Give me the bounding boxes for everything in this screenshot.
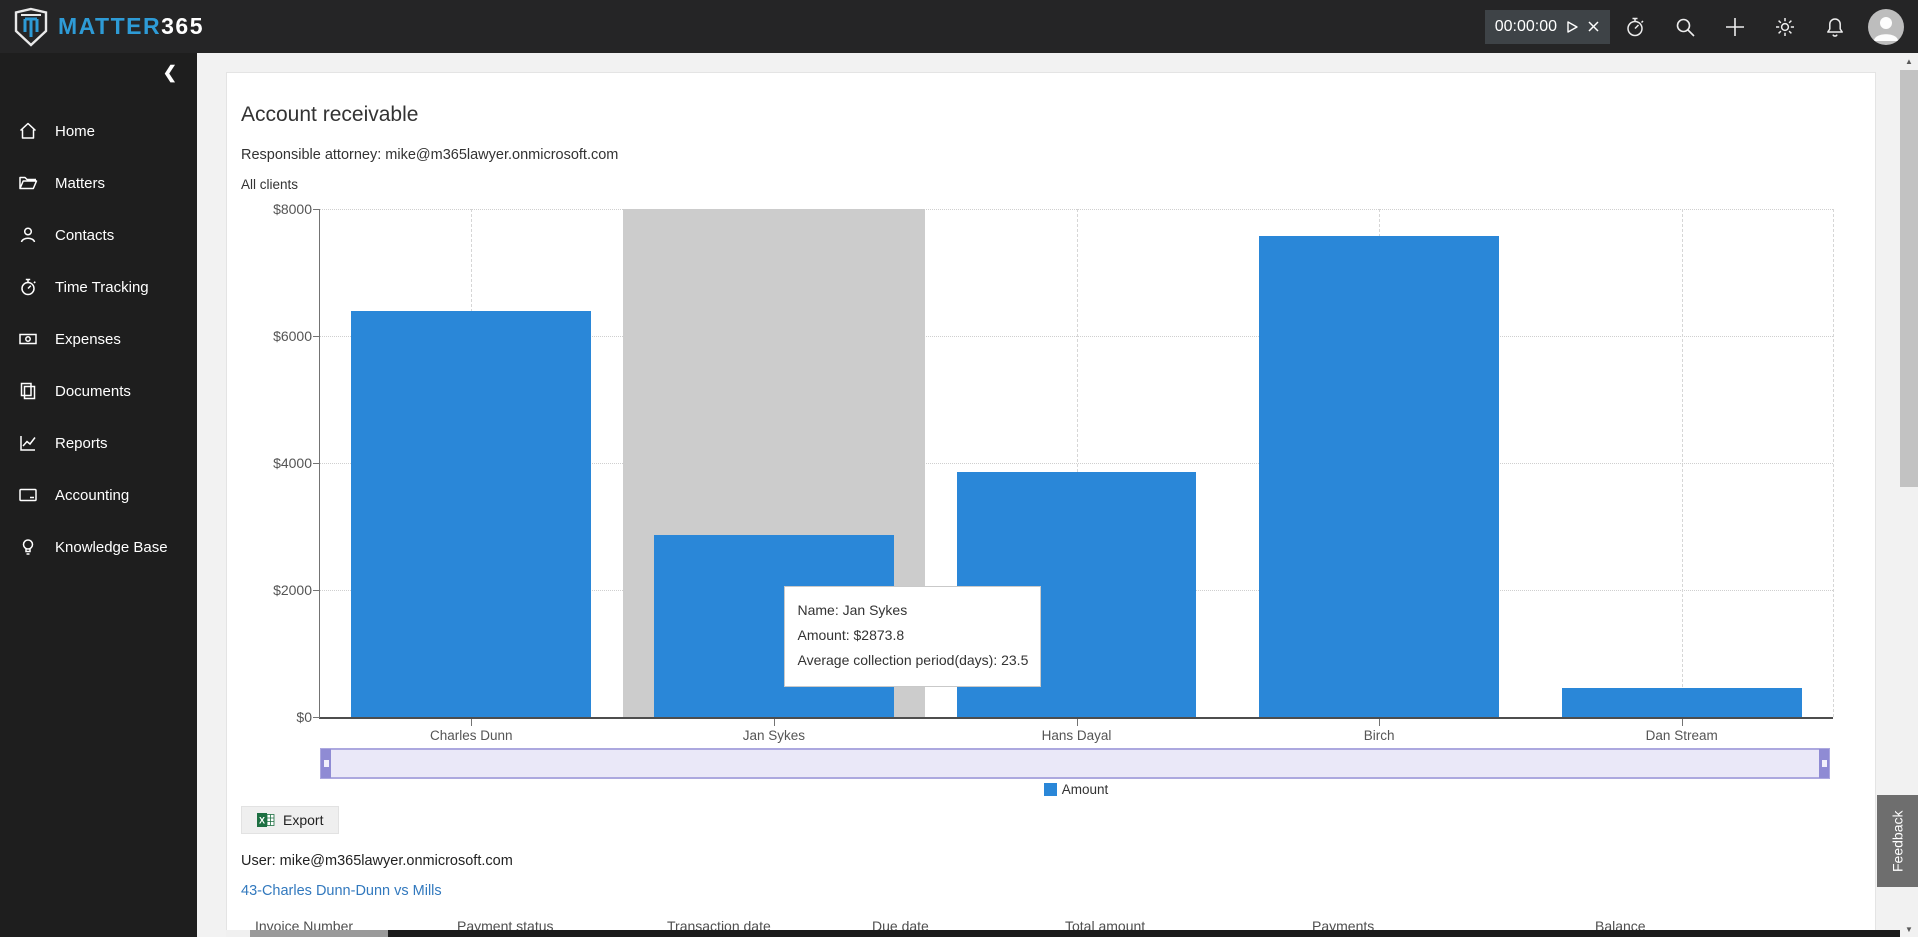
timer-icon bbox=[18, 277, 38, 297]
matter-link[interactable]: 43-Charles Dunn-Dunn vs Mills bbox=[241, 883, 442, 899]
vertical-scrollbar[interactable]: ▲ ▼ bbox=[1900, 53, 1918, 937]
top-bar: MATTER365 00:00:00 bbox=[0, 0, 1918, 53]
add-icon[interactable] bbox=[1710, 0, 1760, 53]
documents-icon bbox=[18, 381, 38, 401]
notifications-bell-icon[interactable] bbox=[1810, 0, 1860, 53]
excel-icon: X bbox=[257, 812, 275, 828]
sidebar-items: Home Matters Contacts Time Tracking Expe… bbox=[0, 105, 197, 573]
folder-icon bbox=[18, 173, 38, 193]
hscroll-track-right bbox=[388, 930, 1918, 937]
gridline-vertical bbox=[1681, 209, 1683, 717]
banknote-icon bbox=[18, 329, 38, 349]
export-button[interactable]: X Export bbox=[241, 806, 340, 834]
user-avatar[interactable] bbox=[1868, 8, 1904, 45]
y-axis-tick bbox=[313, 717, 320, 718]
range-handle-left[interactable] bbox=[321, 749, 331, 778]
export-label: Export bbox=[283, 812, 324, 828]
x-axis-label: Birch bbox=[1363, 728, 1395, 743]
credit-card-icon bbox=[18, 485, 38, 505]
sidebar-item-label: Home bbox=[55, 122, 96, 140]
stopwatch-icon[interactable] bbox=[1610, 0, 1660, 53]
gridline-vertical bbox=[1833, 209, 1834, 717]
sidebar-item-label: Expenses bbox=[55, 330, 121, 348]
x-axis-label: Dan Stream bbox=[1645, 728, 1718, 743]
lightbulb-icon bbox=[18, 537, 38, 557]
x-axis-label: Charles Dunn bbox=[430, 728, 513, 743]
settings-gear-icon[interactable] bbox=[1760, 0, 1810, 53]
vscroll-thumb[interactable] bbox=[1900, 70, 1918, 487]
search-icon[interactable] bbox=[1660, 0, 1710, 53]
chart-plot: $8000 $6000 $4000 $2000 $0 Charles Dunn Jan Sy… bbox=[273, 201, 1834, 743]
x-axis-label: Jan Sykes bbox=[742, 728, 806, 743]
chart-range-selector[interactable] bbox=[320, 748, 1830, 779]
scroll-up-arrow-icon[interactable]: ▲ bbox=[1905, 56, 1913, 66]
x-axis-tick bbox=[1681, 719, 1683, 726]
topbar-actions: 00:00:00 bbox=[1484, 0, 1918, 53]
sidebar-item-label: Knowledge Base bbox=[55, 538, 168, 556]
sidebar-item-expenses[interactable]: Expenses bbox=[0, 313, 197, 365]
chart-icon bbox=[18, 433, 38, 453]
sidebar-item-label: Accounting bbox=[55, 486, 130, 504]
y-axis-tick bbox=[313, 463, 320, 464]
timer-play-icon[interactable] bbox=[1565, 20, 1579, 34]
sidebar-item-label: Reports bbox=[55, 434, 108, 452]
report-card: Account receivable Responsible attorney:… bbox=[226, 72, 1876, 937]
x-axis-tick bbox=[1076, 719, 1078, 726]
chart-tooltip: Name: Jan Sykes Amount: $2873.8 Average co… bbox=[784, 586, 1042, 688]
y-axis-tick bbox=[313, 590, 320, 591]
person-icon bbox=[18, 225, 38, 245]
y-axis-label: $8000 bbox=[273, 201, 312, 217]
app-logo[interactable]: MATTER365 bbox=[0, 7, 204, 47]
chart-bar[interactable] bbox=[1561, 687, 1802, 717]
sidebar-item-contacts[interactable]: Contacts bbox=[0, 209, 197, 261]
clients-filter-label: All clients bbox=[241, 177, 299, 192]
chart-bar[interactable] bbox=[1259, 236, 1499, 717]
sidebar-item-matters[interactable]: Matters bbox=[0, 157, 197, 209]
chart-legend[interactable]: Amount bbox=[319, 782, 1833, 797]
gridline-vertical bbox=[1076, 209, 1078, 717]
sidebar-item-knowledge-base[interactable]: Knowledge Base bbox=[0, 521, 197, 573]
hscroll-thumb[interactable] bbox=[250, 930, 388, 937]
sidebar-item-reports[interactable]: Reports bbox=[0, 417, 197, 469]
sidebar-item-time-tracking[interactable]: Time Tracking bbox=[0, 261, 197, 313]
y-axis-label: $2000 bbox=[273, 582, 312, 598]
sidebar-item-accounting[interactable]: Accounting bbox=[0, 469, 197, 521]
x-axis-tick bbox=[1379, 719, 1381, 726]
x-axis-tick bbox=[471, 719, 473, 726]
feedback-button[interactable]: Feedback bbox=[1877, 795, 1918, 887]
sidebar-item-label: Documents bbox=[55, 382, 131, 400]
chart-bar[interactable] bbox=[351, 310, 592, 717]
horizontal-scrollbar[interactable] bbox=[226, 930, 1918, 937]
sidebar-item-home[interactable]: Home bbox=[0, 105, 197, 157]
scroll-down-arrow-icon[interactable]: ▼ bbox=[1905, 924, 1913, 934]
timer-close-icon[interactable] bbox=[1587, 20, 1600, 33]
svg-text:X: X bbox=[259, 816, 265, 826]
y-axis-label: $6000 bbox=[273, 328, 312, 344]
sidebar-collapse-chevron-icon[interactable]: ❮ bbox=[162, 63, 177, 82]
sidebar-item-label: Matters bbox=[55, 174, 106, 192]
main-content: Account receivable Responsible attorney:… bbox=[197, 53, 1918, 937]
y-axis-tick bbox=[313, 209, 320, 210]
user-line: User: mike@m365lawyer.onmicrosoft.com bbox=[241, 853, 513, 869]
x-axis-tick bbox=[773, 719, 775, 726]
timer-value: 00:00:00 bbox=[1494, 17, 1557, 35]
x-axis-label: Hans Dayal bbox=[1041, 728, 1112, 743]
y-axis-tick bbox=[313, 336, 320, 337]
hscroll-track-left bbox=[226, 930, 250, 937]
shield-logo-icon bbox=[14, 7, 48, 47]
brand-text: MATTER365 bbox=[58, 13, 204, 39]
sidebar-nav: ❮ Home Matters Contacts Time Tracking bbox=[0, 53, 197, 937]
legend-label: Amount bbox=[1061, 782, 1109, 797]
range-handle-right[interactable] bbox=[1819, 749, 1829, 778]
responsible-attorney-label: Responsible attorney: mike@m365lawyer.on… bbox=[241, 147, 619, 163]
timer-widget[interactable]: 00:00:00 bbox=[1484, 9, 1610, 44]
home-icon bbox=[18, 121, 38, 141]
y-axis-label: $4000 bbox=[273, 455, 312, 471]
sidebar-item-documents[interactable]: Documents bbox=[0, 365, 197, 417]
legend-swatch bbox=[1043, 783, 1057, 796]
page-title: Account receivable bbox=[241, 103, 419, 126]
sidebar-item-label: Contacts bbox=[55, 226, 115, 244]
y-axis-label: $0 bbox=[296, 709, 312, 725]
sidebar-item-label: Time Tracking bbox=[55, 278, 149, 296]
